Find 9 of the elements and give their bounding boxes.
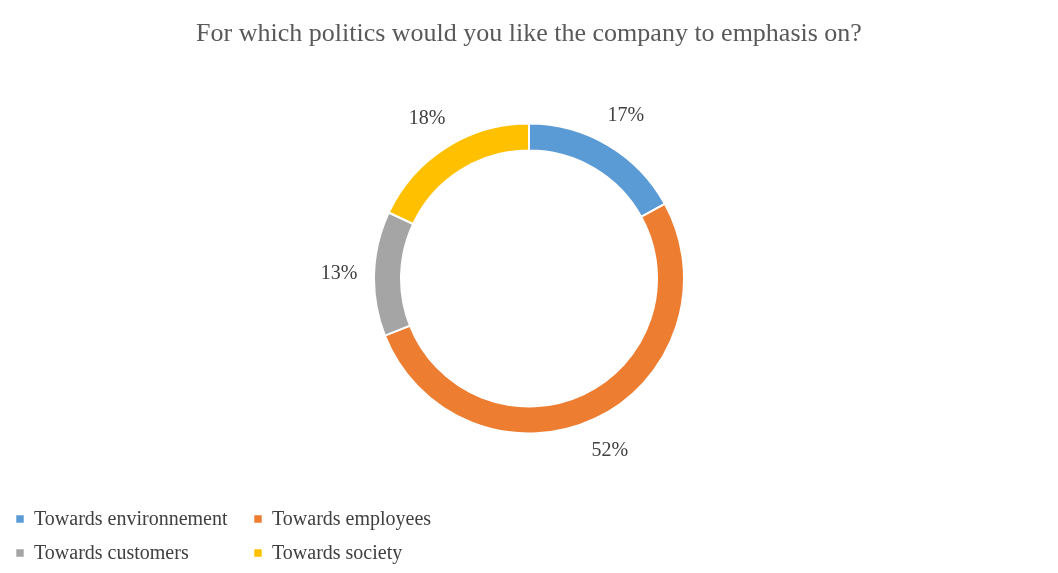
data-label: 13% — [320, 260, 358, 283]
data-label: 52% — [591, 438, 629, 461]
data-label: 18% — [408, 106, 446, 129]
chart-title: For which politics would you like the company to emphasis on? — [196, 18, 862, 47]
legend-label: Towards environnement — [34, 507, 228, 529]
legend-label: Towards customers — [34, 541, 189, 563]
data-label: 17% — [607, 102, 645, 125]
legend-label: Towards society — [272, 541, 403, 564]
legend-label: Towards employees — [272, 507, 432, 530]
